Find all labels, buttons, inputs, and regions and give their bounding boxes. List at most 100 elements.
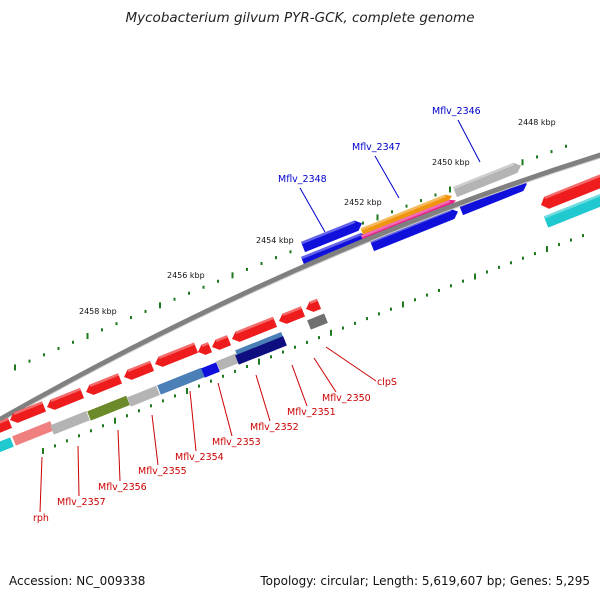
gene-reverse-6 <box>198 342 213 355</box>
gene-label-mflv-2347[interactable]: Mflv_2347 <box>352 142 401 153</box>
scale-label-2458: 2458 kbp <box>79 307 117 316</box>
inner-tick <box>378 312 380 316</box>
gene-label-mflv-2346[interactable]: Mflv_2346 <box>432 106 481 117</box>
inner-tick <box>522 256 524 260</box>
scale-tick <box>289 250 292 254</box>
gene-reverse-5 <box>155 342 199 367</box>
gene-mflv-2348-top-sheen <box>300 220 356 245</box>
scale-tick <box>159 302 161 309</box>
gene-right-edge-red-body <box>541 174 600 209</box>
gene-label-mflv-2355[interactable]: Mflv_2355 <box>138 466 187 477</box>
scale-tick <box>202 285 205 289</box>
gene-label-rph[interactable]: rph <box>33 513 49 524</box>
gene-reverse-2 <box>47 387 85 410</box>
gene-reverse-0-body <box>0 417 13 433</box>
inner-tick <box>102 424 104 428</box>
inner-ticks <box>42 234 584 454</box>
inner-block-9 <box>235 336 287 365</box>
gene-reverse-5-body <box>155 342 199 367</box>
gene-reverse-0 <box>0 417 13 433</box>
gene-mflv-2346-grey-sheen <box>452 162 515 190</box>
inner-tick <box>342 326 344 330</box>
gene-label-clps[interactable]: clpS <box>377 377 397 388</box>
inner-tick <box>114 417 116 424</box>
inner-tick <box>66 439 68 443</box>
leader-reverse-9 <box>39 456 43 513</box>
backbone-highlight <box>0 157 600 423</box>
inner-tick <box>138 409 140 413</box>
scale-tick <box>144 309 147 313</box>
gene-reverse-3 <box>86 373 123 395</box>
inner-block-2 <box>50 410 90 435</box>
leader-reverse-4 <box>217 382 233 437</box>
inner-block-3 <box>87 395 130 421</box>
scale-tick <box>101 328 103 332</box>
gene-reverse-9-sheen <box>282 306 302 316</box>
gene-reverse-1 <box>10 401 47 423</box>
genome-summary-text: Topology: circular; Length: 5,619,607 bp… <box>260 574 590 588</box>
inner-tick <box>438 288 440 292</box>
gene-reverse-8 <box>232 316 278 342</box>
scale-tick <box>521 159 524 166</box>
inner-tick <box>246 365 248 369</box>
inner-tick <box>162 399 164 403</box>
leader-reverse-5 <box>189 390 197 452</box>
inner-tick <box>258 358 260 365</box>
leader-reverse-8 <box>77 445 80 497</box>
gene-reverse-0-sheen <box>0 417 9 424</box>
inner-tick <box>90 429 92 433</box>
inner-block-1 <box>12 421 54 446</box>
scale-tick <box>217 279 219 283</box>
gene-reverse-7-sheen <box>215 335 228 342</box>
inner-tick <box>486 270 488 274</box>
gene-reverse-1-body <box>10 401 47 423</box>
gene-reverse-10-body <box>306 298 322 312</box>
leader-mflv-2346 <box>457 119 481 163</box>
label-leader-lines <box>39 119 481 513</box>
inner-tick <box>558 243 560 247</box>
forward-gene-labels: Mflv_2346 Mflv_2347 Mflv_2348 <box>278 106 481 185</box>
inner-tick <box>450 284 452 288</box>
scale-label-2448: 2448 kbp <box>518 118 556 127</box>
gene-label-mflv-2351[interactable]: Mflv_2351 <box>287 407 336 418</box>
scale-tick <box>246 267 248 271</box>
gene-reverse-6-body <box>198 342 213 355</box>
gene-reverse-7 <box>212 335 232 350</box>
gene-label-mflv-2350[interactable]: Mflv_2350 <box>322 393 371 404</box>
inner-tick <box>546 246 548 253</box>
gene-reverse-2-sheen <box>50 387 81 402</box>
gene-mflv-2347-orange <box>360 194 452 236</box>
gene-label-mflv-2357[interactable]: Mflv_2357 <box>57 497 106 508</box>
inner-tick <box>354 321 356 325</box>
gene-reverse-8-sheen <box>235 316 274 334</box>
scale-label-2450: 2450 kbp <box>432 158 470 167</box>
scale-tick <box>260 262 263 266</box>
gene-label-mflv-2356[interactable]: Mflv_2356 <box>98 482 147 493</box>
scale-tick <box>376 214 379 221</box>
gene-label-mflv-2354[interactable]: Mflv_2354 <box>175 452 224 463</box>
gene-reverse-4 <box>124 360 155 380</box>
gene-label-mflv-2353[interactable]: Mflv_2353 <box>212 437 261 448</box>
inner-tick <box>42 447 44 454</box>
gene-reverse-2-body <box>47 387 85 410</box>
gene-reverse-1-sheen <box>13 401 43 415</box>
reverse-gene-labels: clpS Mflv_2350 Mflv_2351 Mflv_2352 Mflv_… <box>33 377 397 524</box>
leader-reverse-1 <box>313 357 337 393</box>
gene-mflv-2347-orange-body <box>360 194 452 236</box>
inner-block-7 <box>216 353 240 371</box>
gene-reverse-9-body <box>279 306 306 324</box>
gene-reverse-5-sheen <box>158 342 195 359</box>
inner-tick <box>510 261 512 265</box>
gene-label-mflv-2348[interactable]: Mflv_2348 <box>278 174 327 185</box>
scale-tick <box>275 256 277 260</box>
inner-tick <box>390 307 392 311</box>
gene-label-mflv-2352[interactable]: Mflv_2352 <box>250 422 299 433</box>
gene-reverse-3-sheen <box>89 373 119 387</box>
inner-block-4 <box>127 385 160 407</box>
leader-reverse-7 <box>117 429 121 482</box>
gene-mflv-2348-a-sheen <box>300 233 362 260</box>
inner-tick <box>78 434 80 438</box>
gene-right-edge-red-sheen <box>544 174 600 200</box>
gene-mflv-2348-b-body <box>369 208 458 252</box>
gene-mflv-2347-orange-sheen <box>360 194 446 231</box>
